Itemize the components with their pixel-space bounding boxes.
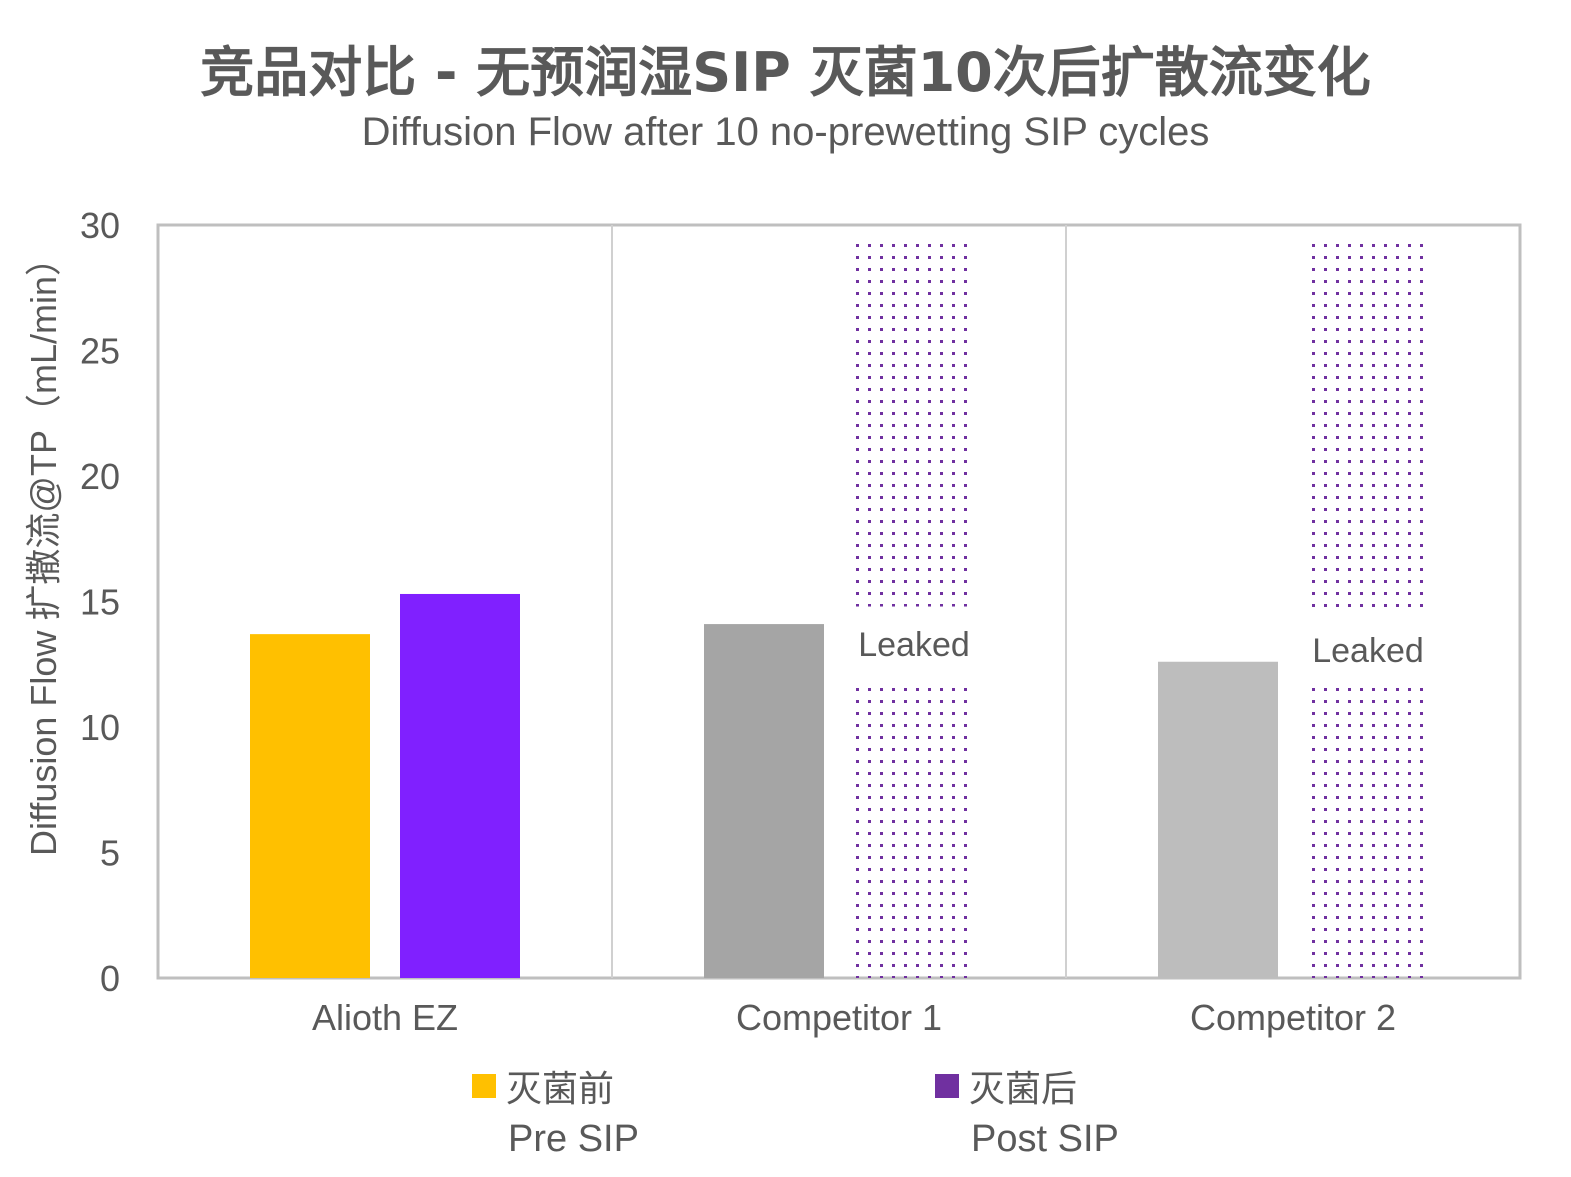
legend-swatch-pre <box>472 1074 496 1098</box>
bar-leaked-lower <box>854 679 974 978</box>
y-tick-label: 20 <box>80 456 120 497</box>
y-tick-label: 25 <box>80 331 120 372</box>
legend-item-pre-sip: 灭菌前 Pre SIP <box>472 1060 639 1161</box>
legend-label-post-en: Post SIP <box>971 1118 1119 1160</box>
y-tick-label: 0 <box>100 958 120 999</box>
chart-subtitle: Diffusion Flow after 10 no-prewetting SI… <box>361 110 1210 154</box>
plot-frame <box>156 223 1522 980</box>
legend-label-pre-en: Pre SIP <box>508 1118 639 1160</box>
legend-label-post-cn: 灭菌后 <box>969 1069 1078 1110</box>
y-tick-label: 10 <box>80 707 120 748</box>
legend-label-pre-cn: 灭菌前 <box>506 1069 615 1110</box>
bar <box>250 634 370 978</box>
y-tick-label: 5 <box>100 833 120 874</box>
x-tick-label: Competitor 2 <box>1190 997 1396 1038</box>
legend-swatch-post <box>935 1074 959 1098</box>
leaked-annotation: Leaked <box>1312 632 1424 670</box>
y-tick-label: 15 <box>80 582 120 623</box>
bar <box>1158 661 1278 978</box>
bar <box>704 624 824 978</box>
bar-leaked-upper <box>1308 235 1428 612</box>
legend-item-post-sip: 灭菌后 Post SIP <box>935 1060 1119 1161</box>
chart-title: 竞品对比 - 无预润湿SIP 灭菌10次后扩散流变化 <box>200 41 1371 104</box>
x-tick-label: Alioth EZ <box>312 997 458 1038</box>
x-tick-label: Competitor 1 <box>736 997 942 1038</box>
leaked-annotation: Leaked <box>858 626 970 664</box>
bar-leaked-upper <box>854 235 974 607</box>
y-tick-label: 30 <box>80 205 120 246</box>
y-axis-label: Diffusion Flow 扩撒流@TP（mL/min） <box>23 240 64 856</box>
bar <box>400 593 520 978</box>
bar-leaked-lower <box>1308 686 1428 978</box>
